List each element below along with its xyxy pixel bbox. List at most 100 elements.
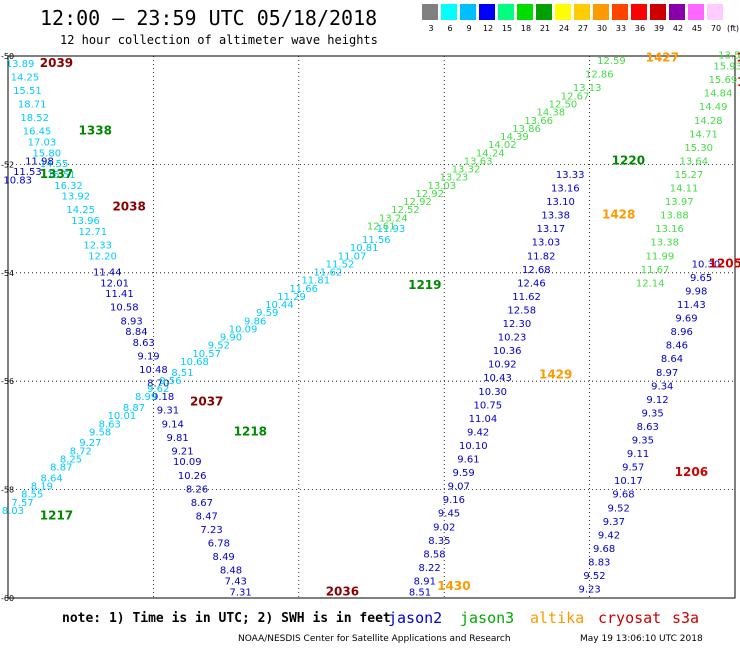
- swh-value: 10.17: [614, 476, 643, 487]
- swh-value: 13.16: [551, 184, 580, 195]
- swh-value: 11.04: [469, 414, 498, 425]
- pass-time-label: 2038: [112, 199, 145, 213]
- pass-time-label: 1430: [437, 579, 470, 593]
- swh-value: 9.42: [598, 530, 620, 541]
- swh-value: 9.16: [443, 495, 465, 506]
- swh-value: 8.47: [196, 511, 218, 522]
- legend-swatch: [555, 4, 571, 20]
- swh-value: 14.71: [689, 129, 718, 140]
- swh-value: 10.10: [459, 441, 488, 452]
- swh-value: 9.42: [467, 427, 489, 438]
- swh-value: 15.80: [32, 148, 61, 159]
- swh-value: 9.56: [159, 376, 181, 387]
- swh-value: 8.83: [588, 557, 610, 568]
- swh-value: 9.58: [89, 427, 111, 438]
- swh-value: 9.68: [612, 490, 634, 501]
- swh-value: 11.62: [314, 268, 343, 279]
- swh-value: 13.33: [556, 170, 585, 181]
- legend-level: 24: [558, 24, 570, 33]
- swh-value: 14.49: [699, 102, 728, 113]
- swh-value: 9.90: [220, 333, 242, 344]
- swh-value: 7.57: [11, 498, 33, 509]
- swh-value: 9.12: [646, 395, 668, 406]
- legend-altika: altika: [530, 609, 585, 627]
- swh-value: 10.92: [488, 360, 517, 371]
- swh-value: 12.58: [507, 305, 536, 316]
- swh-value: 8.26: [186, 484, 208, 495]
- legend-level: 21: [539, 24, 551, 33]
- swh-value: 13.23: [440, 173, 469, 184]
- swh-value: 12.30: [503, 319, 532, 330]
- swh-value: 8.48: [220, 566, 242, 577]
- legend-swatch: [498, 4, 514, 20]
- legend-swatch: [422, 4, 438, 20]
- swh-value: 8.64: [40, 473, 62, 484]
- swh-value: 10.75: [473, 400, 502, 411]
- swh-value: 12.92: [415, 189, 444, 200]
- swh-value: 11.82: [527, 251, 556, 262]
- swh-value: 9.11: [627, 449, 649, 460]
- legend-level: 6: [447, 24, 453, 33]
- y-tick-label: -50: [1, 52, 14, 61]
- swh-value: 10.44: [265, 300, 294, 311]
- swh-value: 8.63: [133, 338, 155, 349]
- swh-value: 8.51: [171, 368, 193, 379]
- swh-value: 7.43: [225, 576, 247, 587]
- swh-value: 9.65: [690, 273, 712, 284]
- pass-time-label: 120: [737, 75, 740, 89]
- swh-value: 13.32: [452, 165, 481, 176]
- legend-cryosat: cryosat: [598, 609, 662, 627]
- pass-time-label: 1220: [612, 153, 645, 167]
- swh-value: 8.97: [656, 368, 678, 379]
- swh-value: 14.55: [40, 159, 69, 170]
- swh-value: 12.59: [597, 56, 626, 67]
- pass-time-label: 2037: [190, 395, 223, 409]
- swh-value: 11.29: [277, 292, 306, 303]
- swh-value: 12.52: [391, 205, 420, 216]
- legend-swatch: [479, 4, 495, 20]
- swh-value: 10.83: [3, 175, 32, 186]
- swh-value: 13.03: [427, 181, 456, 192]
- swh-value: 6.78: [208, 539, 230, 550]
- legend-level: 12: [482, 24, 494, 33]
- swh-value: 18.52: [20, 113, 49, 124]
- swh-value: 13.86: [512, 124, 541, 135]
- swh-value: 9.59: [256, 308, 278, 319]
- swh-value: 8.87: [50, 463, 72, 474]
- swh-value: 10.43: [483, 373, 512, 384]
- swh-value: 10.58: [110, 303, 139, 314]
- swh-value: 8.46: [666, 341, 688, 352]
- swh-value: 8.84: [125, 327, 147, 338]
- swh-value: 8.96: [671, 327, 693, 338]
- legend-level: 39: [653, 24, 665, 33]
- swh-value: 10.30: [478, 387, 507, 398]
- swh-value: 13.16: [655, 224, 684, 235]
- swh-value: 13.38: [541, 211, 570, 222]
- swh-value: 8.67: [191, 498, 213, 509]
- swh-value: 8.35: [428, 536, 450, 547]
- y-tick-label: -60: [1, 594, 14, 603]
- swh-value: 9.27: [79, 438, 101, 449]
- swh-value: 8.03: [2, 506, 24, 517]
- swh-value: 9.35: [632, 436, 654, 447]
- swh-value: 11.52: [326, 259, 355, 270]
- swh-value: 13.96: [71, 216, 100, 227]
- legend-swatch: [536, 4, 552, 20]
- swh-value: 10.23: [498, 333, 527, 344]
- swh-value: 10.01: [108, 411, 137, 422]
- swh-value: 8.51: [409, 587, 431, 598]
- swh-value: 13.38: [650, 238, 679, 249]
- legend-level: 42: [672, 24, 684, 33]
- swh-value: 12.67: [561, 91, 590, 102]
- legend-swatch: [631, 4, 647, 20]
- swh-value: 15.30: [684, 143, 713, 154]
- swh-value: 8.58: [423, 549, 445, 560]
- legend-level: 36: [634, 24, 646, 33]
- legend-unit: (ft): [726, 24, 740, 33]
- legend-swatch: [460, 4, 476, 20]
- swh-value: 13.24: [379, 213, 408, 224]
- swh-value: 9.52: [608, 503, 630, 514]
- swh-value: 12.14: [636, 278, 665, 289]
- swh-value: 9.14: [162, 419, 184, 430]
- swh-value: 14.25: [66, 205, 95, 216]
